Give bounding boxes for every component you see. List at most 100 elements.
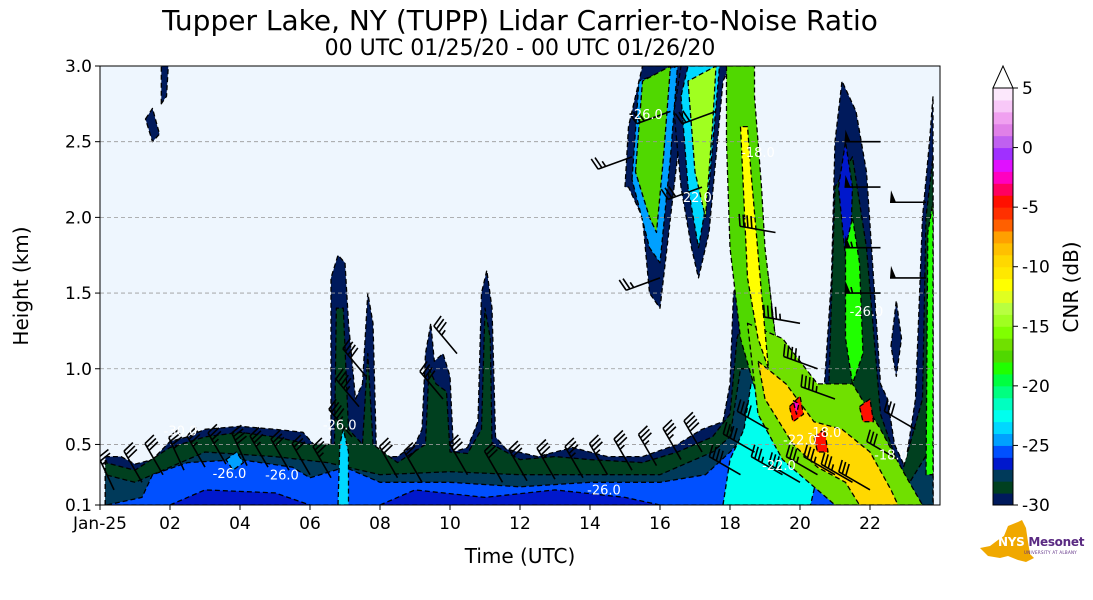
- barb-feather: [685, 415, 696, 425]
- barb-feather: [615, 433, 626, 444]
- colorbar-swatch: [993, 469, 1013, 482]
- barb-feather: [618, 279, 627, 291]
- wind-barb: [883, 399, 916, 431]
- wind-barb: [722, 421, 755, 453]
- barb-feather: [792, 448, 798, 461]
- barb-feather: [590, 437, 601, 448]
- barb-staff: [335, 378, 360, 408]
- barb-feather: [738, 213, 741, 227]
- barb-feather: [750, 444, 756, 457]
- wind-barb: [312, 437, 332, 479]
- wind-barb: [403, 441, 423, 483]
- barb-feather: [272, 433, 283, 444]
- barb-staff: [597, 156, 633, 170]
- barb-feather: [337, 371, 347, 383]
- barb-staff: [800, 385, 836, 400]
- wind-barb: [483, 441, 504, 483]
- wind-barb: [328, 398, 353, 438]
- barb-half-feather: [338, 416, 344, 423]
- barb-feather: [209, 427, 220, 437]
- barb-half-feather: [830, 464, 835, 471]
- colorbar-swatch: [993, 409, 1013, 423]
- barb-feather: [407, 448, 418, 459]
- colorbar-tick-label: 5: [1022, 79, 1033, 99]
- barb-feather: [274, 436, 285, 447]
- colorbar-swatch: [993, 111, 1013, 125]
- barb-feather: [236, 435, 247, 445]
- barb-staff: [637, 434, 658, 467]
- contour-label: -26.0: [323, 418, 357, 433]
- colorbar-tick-label: -10: [1022, 258, 1050, 278]
- barb-feather: [169, 432, 181, 442]
- barb-staff: [883, 410, 916, 431]
- cnr-region: [925, 201, 934, 476]
- barb-feather: [452, 441, 463, 452]
- barb-feather: [207, 423, 218, 434]
- colorbar-swatch: [993, 171, 1013, 184]
- barb-feather: [433, 315, 442, 327]
- barb-pennant: [890, 265, 896, 278]
- barb-feather: [211, 430, 222, 441]
- barb-feather: [487, 448, 498, 459]
- barb-feather: [146, 437, 157, 448]
- cnr-region: [813, 428, 829, 453]
- barb-staff: [783, 355, 818, 370]
- barb-feather: [232, 428, 244, 438]
- barb-feather: [438, 321, 447, 333]
- wind-barb: [144, 434, 164, 476]
- wind-barb: [186, 426, 206, 468]
- barb-feather: [726, 423, 731, 437]
- colorbar-swatch: [993, 266, 1013, 280]
- barb-staff: [667, 186, 703, 201]
- barb-feather: [127, 448, 138, 459]
- barb-staff: [378, 446, 399, 479]
- barb-half-feather: [173, 443, 180, 450]
- wind-barb: [613, 429, 633, 471]
- colorbar-tick-label: -25: [1022, 436, 1050, 456]
- barb-staff: [820, 463, 853, 483]
- barb-feather: [866, 429, 871, 442]
- barb-staff: [708, 456, 741, 476]
- wind-barb: [736, 399, 769, 431]
- barb-feather: [188, 430, 199, 441]
- barb-feather: [330, 401, 340, 413]
- cnr-region: [144, 107, 161, 143]
- barb-feather: [568, 444, 579, 455]
- barb-half-feather: [255, 441, 262, 447]
- colorbar-swatch: [993, 397, 1013, 411]
- nys-mesonet-logo: NYS Mesonet UNIVERSITY AT ALBANY: [978, 518, 1093, 570]
- wind-barb: [508, 440, 528, 482]
- barb-feather: [722, 421, 728, 435]
- colorbar-extend-arrow: [992, 64, 1014, 89]
- colorbar-tick-label: -15: [1022, 317, 1050, 337]
- cnr-region: [858, 398, 875, 423]
- contour-label: -26.0: [265, 468, 299, 483]
- barb-pennant: [844, 281, 851, 294]
- cnr-region: [337, 428, 350, 505]
- barb-half-feather: [813, 456, 817, 463]
- barb-half-feather: [815, 385, 818, 393]
- barb-staff: [448, 443, 469, 476]
- barb-staff: [764, 316, 801, 325]
- barb-feather: [809, 448, 815, 461]
- barb-feather: [729, 425, 735, 439]
- barb-half-feather: [797, 355, 801, 363]
- x-tick-label: 14: [579, 514, 601, 534]
- x-tick-label: 10: [439, 514, 461, 534]
- wind-barb: [662, 419, 682, 460]
- barb-feather: [786, 345, 790, 358]
- colorbar-swatch: [993, 493, 1013, 506]
- colorbar-frame: [992, 87, 1014, 506]
- barb-feather: [378, 437, 389, 448]
- barb-feather: [234, 431, 246, 441]
- barb-staff: [249, 435, 269, 468]
- barb-feather: [483, 441, 494, 452]
- barb-feather: [253, 433, 264, 444]
- barb-staff: [186, 435, 206, 468]
- wind-barb: [637, 425, 658, 467]
- barb-feather: [405, 445, 416, 456]
- barb-half-feather: [643, 439, 650, 446]
- barb-feather: [662, 419, 673, 429]
- barb-half-feather: [850, 286, 854, 294]
- barb-half-feather: [629, 281, 635, 288]
